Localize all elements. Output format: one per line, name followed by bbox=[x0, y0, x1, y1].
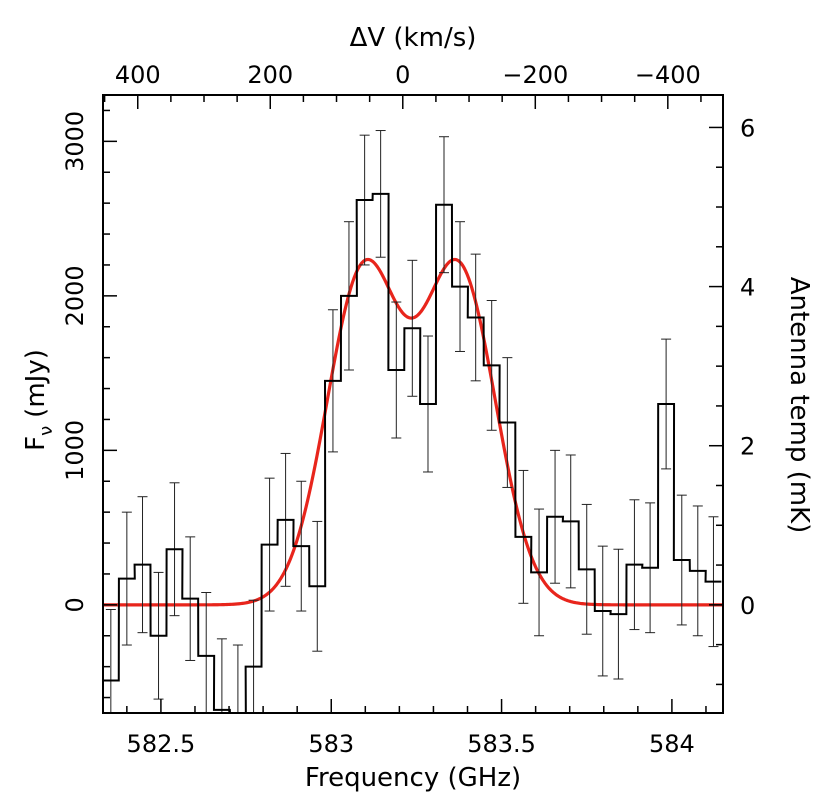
velocity-tick-label: 0 bbox=[395, 61, 410, 89]
y-axis-title: Fν(mJy) bbox=[21, 349, 57, 451]
velocity-tick-label: −200 bbox=[502, 61, 568, 89]
y2-tick-label: 0 bbox=[740, 592, 755, 620]
velocity-tick-label: 200 bbox=[247, 61, 293, 89]
y2-tick-label: 2 bbox=[740, 433, 755, 461]
fit-curve-layer bbox=[102, 257, 724, 607]
x-tick-label: 584 bbox=[649, 730, 695, 758]
x-tick-label: 583 bbox=[308, 730, 354, 758]
x-tick-label: 583.5 bbox=[467, 730, 536, 758]
svg-text:Fν(mJy): Fν(mJy) bbox=[21, 349, 57, 451]
y2-axis-title: Antenna temp (mK) bbox=[784, 277, 814, 534]
y-tick-label: 1000 bbox=[61, 420, 89, 481]
y2-tick-label: 4 bbox=[740, 274, 755, 302]
x2-axis-title: ΔV (km/s) bbox=[350, 23, 477, 53]
y-tick-label: 2000 bbox=[61, 265, 89, 326]
spectrum-step-line bbox=[103, 192, 722, 714]
velocity-tick-label: −400 bbox=[635, 61, 701, 89]
x-tick-label: 582.5 bbox=[127, 730, 196, 758]
velocity-tick-label: 400 bbox=[115, 61, 161, 89]
y-tick-label: 3000 bbox=[61, 111, 89, 172]
data-layer bbox=[103, 130, 722, 714]
y2-tick-label: 6 bbox=[740, 114, 755, 142]
y-tick-label: 0 bbox=[61, 597, 89, 612]
x-axis-title: Frequency (GHz) bbox=[305, 763, 521, 793]
plot-frame bbox=[102, 94, 724, 714]
svg-text:Antenna temp (mK): Antenna temp (mK) bbox=[784, 277, 814, 534]
fit-curve bbox=[102, 257, 724, 607]
